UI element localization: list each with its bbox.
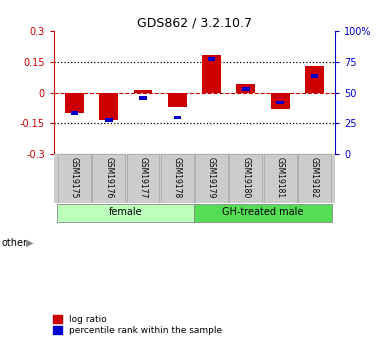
Bar [139, 96, 147, 100]
Bar [92, 154, 125, 203]
Text: GSM19177: GSM19177 [139, 157, 147, 198]
Bar [305, 66, 324, 92]
Title: GDS862 / 3.2.10.7: GDS862 / 3.2.10.7 [137, 17, 252, 30]
Bar [276, 100, 284, 104]
Bar [99, 92, 118, 120]
Bar [168, 92, 187, 107]
Bar [298, 154, 331, 203]
Text: GSM19182: GSM19182 [310, 157, 319, 198]
Text: GH-treated male: GH-treated male [222, 207, 304, 217]
Bar [105, 118, 112, 122]
Text: GSM19181: GSM19181 [276, 157, 285, 198]
Text: GSM19180: GSM19180 [241, 157, 250, 198]
Bar [65, 92, 84, 113]
Bar [134, 90, 152, 92]
Bar [208, 58, 215, 61]
Bar [264, 154, 296, 203]
Bar [311, 74, 318, 78]
Bar [236, 84, 255, 92]
Bar [194, 204, 331, 221]
Bar [71, 111, 78, 115]
Legend: log ratio, percentile rank within the sample: log ratio, percentile rank within the sa… [51, 313, 224, 337]
Bar [58, 154, 91, 203]
Bar [195, 154, 228, 203]
Text: GSM19175: GSM19175 [70, 157, 79, 198]
Text: GSM19179: GSM19179 [207, 157, 216, 198]
Bar [161, 154, 194, 203]
Bar [127, 154, 159, 203]
Bar [229, 154, 262, 203]
Text: GSM19176: GSM19176 [104, 157, 113, 198]
Bar [271, 92, 290, 109]
Text: other: other [2, 238, 28, 248]
Bar [242, 87, 249, 91]
Bar [57, 204, 194, 221]
Bar [174, 116, 181, 119]
Text: GSM19178: GSM19178 [173, 157, 182, 198]
Text: female: female [109, 207, 143, 217]
Bar [202, 55, 221, 92]
Text: ▶: ▶ [26, 238, 33, 248]
